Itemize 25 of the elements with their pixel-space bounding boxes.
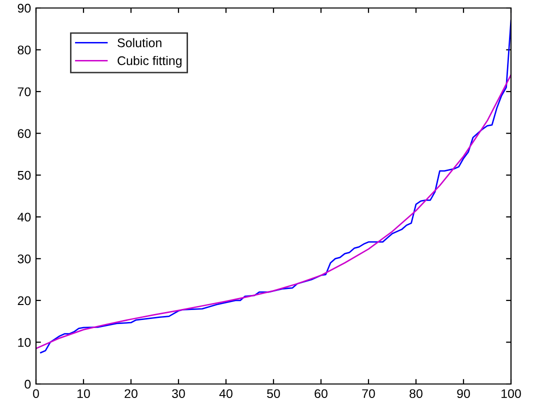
- x-tick-label: 10: [78, 389, 90, 398]
- y-tick-label: 40: [18, 212, 31, 222]
- y-tick-label: 0: [24, 380, 31, 389]
- x-tick-label: 20: [124, 389, 138, 398]
- x-tick-label: 30: [172, 389, 185, 398]
- y-tick-label: 10: [18, 338, 31, 347]
- legend-label: Solution: [118, 38, 162, 48]
- line-series: [36, 74, 511, 350]
- x-tick-label: 60: [314, 389, 328, 398]
- x-tick-label: 90: [457, 389, 470, 398]
- x-tick-label: 50: [267, 389, 280, 398]
- y-tick-label: 30: [18, 254, 31, 264]
- x-tick-label: 80: [410, 389, 422, 398]
- y-tick-label: 70: [18, 87, 31, 96]
- x-tick-label: 70: [362, 389, 375, 398]
- x-tick-label: 40: [219, 389, 232, 398]
- y-tick-label: 50: [18, 170, 31, 180]
- y-tick-label: 80: [18, 46, 31, 54]
- x-tick-label: 100: [502, 389, 521, 398]
- x-tick-label: 0: [33, 389, 39, 398]
- y-tick-label: 90: [18, 4, 31, 13]
- y-tick-label: 20: [18, 296, 31, 306]
- line-series: [40, 20, 511, 354]
- y-tick-label: 60: [18, 129, 31, 138]
- legend-label: Cubic fitting: [118, 56, 182, 68]
